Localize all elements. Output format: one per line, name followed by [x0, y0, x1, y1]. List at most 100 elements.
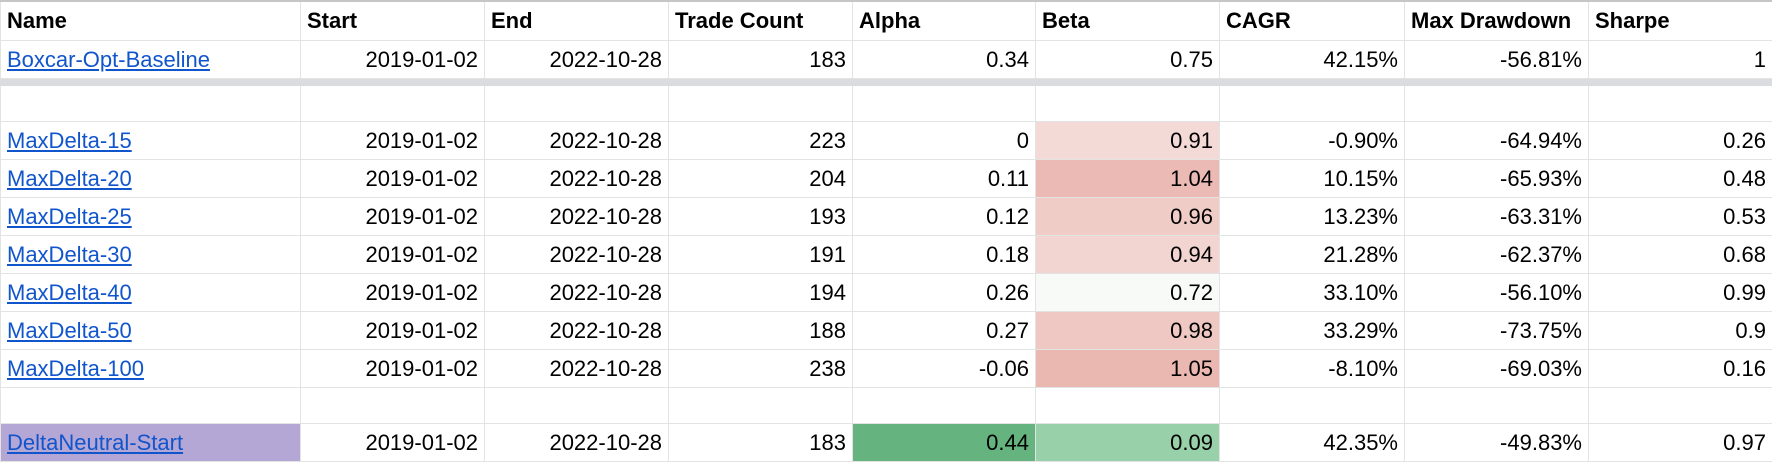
empty-cell — [1588, 387, 1772, 424]
value-cell: 10.15% — [1219, 159, 1405, 198]
value-cell: 0.53 — [1588, 197, 1772, 236]
value-cell: 33.29% — [1219, 311, 1405, 350]
data-row: MaxDelta-20 2019-01-02 2022-10-28 204 0.11 1.… — [0, 159, 1772, 198]
value-cell: 2019-01-02 — [300, 311, 485, 350]
empty-cell — [300, 78, 485, 86]
value-cell: -0.06 — [852, 349, 1036, 388]
value-cell: 2022-10-28 — [484, 159, 669, 198]
value-cell: 2019-01-02 — [300, 40, 485, 79]
header-cell: Trade Count — [668, 0, 853, 41]
value-cell: 0.94 — [1035, 235, 1220, 274]
empty-cell — [668, 85, 853, 122]
value-cell: 0.91 — [1035, 121, 1220, 160]
empty-cell — [1404, 78, 1589, 86]
value-cell: 2019-01-02 — [300, 423, 485, 462]
value-cell: -64.94% — [1404, 121, 1589, 160]
value-cell: 1 — [1588, 40, 1772, 79]
value-cell: -73.75% — [1404, 311, 1589, 350]
value-cell: 0.99 — [1588, 273, 1772, 312]
row-link[interactable]: MaxDelta-25 — [7, 203, 132, 229]
blank-row — [0, 387, 1772, 424]
value-cell: -56.10% — [1404, 273, 1589, 312]
empty-cell — [668, 78, 853, 86]
value-cell: 33.10% — [1219, 273, 1405, 312]
row-link[interactable]: MaxDelta-20 — [7, 165, 132, 191]
name-cell: Boxcar-Opt-Baseline — [0, 40, 301, 79]
value-cell: 223 — [668, 121, 853, 160]
header-cell: Beta — [1035, 0, 1220, 41]
value-cell: -69.03% — [1404, 349, 1589, 388]
data-row: Boxcar-Opt-Baseline 2019-01-02 2022-10-28 1… — [0, 40, 1772, 79]
value-cell: 0.97 — [1588, 423, 1772, 462]
empty-cell — [852, 85, 1036, 122]
value-cell: 0 — [852, 121, 1036, 160]
empty-cell — [668, 387, 853, 424]
name-cell: MaxDelta-30 — [0, 235, 301, 274]
empty-cell — [1219, 387, 1405, 424]
row-link[interactable]: MaxDelta-30 — [7, 241, 132, 267]
value-cell: 238 — [668, 349, 853, 388]
value-cell: 13.23% — [1219, 197, 1405, 236]
value-cell: 0.27 — [852, 311, 1036, 350]
value-cell: 2022-10-28 — [484, 121, 669, 160]
value-cell: 0.26 — [1588, 121, 1772, 160]
empty-cell — [852, 387, 1036, 424]
header-row: Name Start End Trade Count Alpha Beta CAGR Max … — [0, 0, 1772, 41]
value-cell: 2022-10-28 — [484, 40, 669, 79]
data-row: MaxDelta-30 2019-01-02 2022-10-28 191 0.18 0.… — [0, 235, 1772, 274]
value-cell: 2022-10-28 — [484, 311, 669, 350]
value-cell: 0.75 — [1035, 40, 1220, 79]
row-link[interactable]: DeltaNeutral-Start — [7, 429, 184, 455]
name-cell: MaxDelta-100 — [0, 349, 301, 388]
value-cell: 0.26 — [852, 273, 1036, 312]
row-link[interactable]: MaxDelta-50 — [7, 317, 132, 343]
empty-cell — [484, 85, 669, 122]
value-cell: 183 — [668, 40, 853, 79]
value-cell: -49.83% — [1404, 423, 1589, 462]
value-cell: 188 — [668, 311, 853, 350]
value-cell: 42.35% — [1219, 423, 1405, 462]
empty-cell — [0, 78, 301, 86]
value-cell: 2019-01-02 — [300, 197, 485, 236]
value-cell: 42.15% — [1219, 40, 1405, 79]
empty-cell — [300, 85, 485, 122]
value-cell: 0.16 — [1588, 349, 1772, 388]
data-row: MaxDelta-40 2019-01-02 2022-10-28 194 0.26 0.… — [0, 273, 1772, 312]
value-cell: 0.44 — [852, 423, 1036, 462]
empty-cell — [1404, 387, 1589, 424]
name-cell: MaxDelta-15 — [0, 121, 301, 160]
data-row: MaxDelta-15 2019-01-02 2022-10-28 223 0 0.91-… — [0, 121, 1772, 160]
row-link[interactable]: MaxDelta-100 — [7, 355, 144, 381]
value-cell: -63.31% — [1404, 197, 1589, 236]
empty-cell — [300, 387, 485, 424]
value-cell: -62.37% — [1404, 235, 1589, 274]
value-cell: 0.96 — [1035, 197, 1220, 236]
empty-cell — [484, 387, 669, 424]
value-cell: -0.90% — [1219, 121, 1405, 160]
data-row: MaxDelta-50 2019-01-02 2022-10-28 188 0.27 0.… — [0, 311, 1772, 350]
value-cell: -8.10% — [1219, 349, 1405, 388]
value-cell: 204 — [668, 159, 853, 198]
header-cell: Alpha — [852, 0, 1036, 41]
empty-cell — [1588, 78, 1772, 86]
name-cell: MaxDelta-20 — [0, 159, 301, 198]
header-cell: CAGR — [1219, 0, 1405, 41]
value-cell: 1.05 — [1035, 349, 1220, 388]
empty-cell — [1035, 85, 1220, 122]
empty-cell — [0, 85, 301, 122]
value-cell: 2022-10-28 — [484, 235, 669, 274]
header-cell: Sharpe — [1588, 0, 1772, 41]
row-link[interactable]: MaxDelta-40 — [7, 279, 132, 305]
value-cell: 0.98 — [1035, 311, 1220, 350]
row-link[interactable]: MaxDelta-15 — [7, 127, 132, 153]
value-cell: 0.48 — [1588, 159, 1772, 198]
value-cell: 0.11 — [852, 159, 1036, 198]
empty-cell — [1035, 78, 1220, 86]
value-cell: 2019-01-02 — [300, 273, 485, 312]
value-cell: 2019-01-02 — [300, 235, 485, 274]
row-link[interactable]: Boxcar-Opt-Baseline — [7, 46, 210, 72]
separator-row — [0, 78, 1772, 86]
